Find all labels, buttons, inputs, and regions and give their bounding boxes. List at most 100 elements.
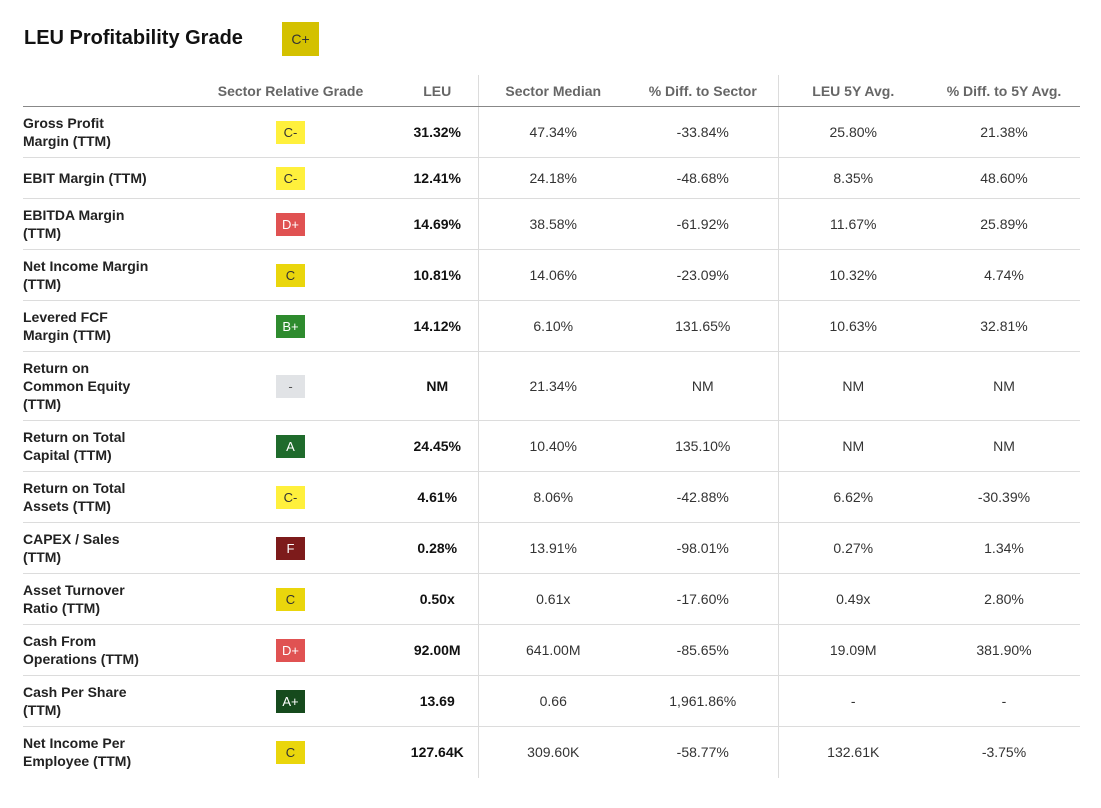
sector-median-value: 641.00M xyxy=(478,624,628,676)
diff-to-sector-value: NM xyxy=(628,351,779,421)
leu-5y-avg-value: 25.80% xyxy=(778,106,928,158)
grade-badge: B+ xyxy=(276,314,305,338)
metric-name-line: Gross Profit xyxy=(23,115,104,131)
sector-median-value: 14.06% xyxy=(478,249,628,301)
diff-to-sector-value: -23.09% xyxy=(628,249,779,301)
diff-to-5y-avg-value: 21.38% xyxy=(928,106,1080,158)
grade-cell: C xyxy=(184,573,397,625)
metric-name-line: Margin (TTM) xyxy=(23,327,111,343)
table-row: Return on Total Assets (TTM) C- 4.61% 8.06% -… xyxy=(23,471,1080,523)
metric-name: Cash Per Share (TTM) xyxy=(23,675,184,727)
metric-name-line: Return on xyxy=(23,360,90,376)
metric-name-line: (TTM) xyxy=(23,276,62,292)
sector-median-value: 13.91% xyxy=(478,522,628,574)
diff-to-sector-value: -58.77% xyxy=(628,726,779,778)
sector-median-value: 21.34% xyxy=(478,351,628,421)
leu-5y-avg-value: 11.67% xyxy=(778,198,928,250)
grade-badge: C xyxy=(276,740,305,764)
grade-cell: C xyxy=(184,727,397,778)
grade-cell: C xyxy=(184,249,397,301)
grade-cell: C- xyxy=(184,106,397,158)
leu-value: 24.45% xyxy=(397,420,479,472)
metric-name-line: (TTM) xyxy=(23,549,62,565)
sector-median-value: 6.10% xyxy=(478,300,628,352)
leu-5y-avg-value: 6.62% xyxy=(778,471,928,523)
leu-value: 4.61% xyxy=(397,471,479,523)
sector-median-value: 0.61x xyxy=(478,573,628,625)
diff-to-5y-avg-value: -30.39% xyxy=(928,471,1080,523)
leu-value: 0.28% xyxy=(397,522,479,574)
metric-name: CAPEX / Sales (TTM) xyxy=(23,522,184,574)
diff-to-sector-value: 1,961.86% xyxy=(628,675,779,727)
metric-name: EBITDA Margin (TTM) xyxy=(23,198,184,250)
diff-to-5y-avg-value: 1.34% xyxy=(928,522,1080,574)
metric-name: Asset Turnover Ratio (TTM) xyxy=(23,573,184,625)
profitability-table: Sector Relative Grade LEU Sector Median … xyxy=(23,75,1080,778)
grade-badge: A+ xyxy=(276,689,305,713)
grade-cell: B+ xyxy=(184,300,397,352)
diff-to-sector-value: 131.65% xyxy=(628,300,779,352)
overall-grade-badge: C+ xyxy=(282,22,319,56)
sector-median-value: 24.18% xyxy=(478,157,628,199)
leu-value: 0.50x xyxy=(397,573,479,625)
grade-badge: D+ xyxy=(276,212,305,236)
metric-name-line: CAPEX / Sales xyxy=(23,531,120,547)
metric-name-line: Return on Total xyxy=(23,480,126,496)
metric-name-line: Cash Per Share xyxy=(23,684,127,700)
metric-name: Return on Common Equity (TTM) xyxy=(23,351,184,421)
leu-value: NM xyxy=(397,351,479,421)
leu-5y-avg-value: 19.09M xyxy=(778,624,928,676)
leu-5y-avg-value: 132.61K xyxy=(827,744,880,761)
table-row: EBIT Margin (TTM) C- 12.41% 24.18% -48.68% 8.… xyxy=(23,157,1080,199)
leu-value: 13.69 xyxy=(397,675,479,727)
diff-to-5y-avg-value: - xyxy=(928,675,1080,727)
leu-5y-avg-value: 0.27% xyxy=(778,522,928,574)
grade-badge: C xyxy=(276,263,305,287)
metric-name-line: Margin (TTM) xyxy=(23,133,111,149)
metric-name-line: EBITDA Margin xyxy=(23,207,125,223)
diff-to-5y-avg-value: 4.74% xyxy=(928,249,1080,301)
table-row: Asset Turnover Ratio (TTM) C 0.50x 0.61x -17.… xyxy=(23,573,1080,625)
grade-cell: A xyxy=(184,420,397,472)
page-title: LEU Profitability Grade xyxy=(24,27,243,49)
table-row: Cash From Operations (TTM) D+ 92.00M 641.00M… xyxy=(23,624,1080,676)
table-row: Cash Per Share (TTM) A+ 13.69 0.66 1,961.86% -… xyxy=(23,675,1080,727)
metric-name: EBIT Margin (TTM) xyxy=(23,157,184,199)
table-row: Return on Common Equity (TTM) - NM 21.34% NM NM… xyxy=(23,351,1080,421)
leu-value: 14.69% xyxy=(397,198,479,250)
metric-name-line: Capital (TTM) xyxy=(23,447,112,463)
sector-median-value: 0.66 xyxy=(478,675,628,727)
leu-5y-avg-value: 10.63% xyxy=(778,300,928,352)
leu-5y-avg-value: - xyxy=(778,675,928,727)
diff-to-sector-value: -42.88% xyxy=(628,471,779,523)
grade-cell: D+ xyxy=(184,198,397,250)
metric-name: Cash From Operations (TTM) xyxy=(23,624,184,676)
metric-name-line: (TTM) xyxy=(23,702,62,718)
metric-name-line: Assets (TTM) xyxy=(23,498,111,514)
header-diff-to-5y-avg: % Diff. to 5Y Avg. xyxy=(928,75,1080,107)
leu-value: 92.00M xyxy=(397,624,479,676)
grade-cell: D+ xyxy=(184,624,397,676)
metric-name-line: Employee (TTM) xyxy=(23,753,132,770)
metric-name-line: Ratio (TTM) xyxy=(23,600,100,616)
table-row: Levered FCF Margin (TTM) B+ 14.12% 6.10% 131.… xyxy=(23,300,1080,352)
diff-to-5y-avg-value: 381.90% xyxy=(928,624,1080,676)
diff-to-sector-value: -98.01% xyxy=(628,522,779,574)
table-row: Gross Profit Margin (TTM) C- 31.32% 47.34% -3… xyxy=(23,106,1080,158)
metric-name-line: Asset Turnover xyxy=(23,582,125,598)
leu-value: 10.81% xyxy=(397,249,479,301)
sector-median-value: 10.40% xyxy=(478,420,628,472)
metric-name-line: (TTM) xyxy=(23,396,62,412)
leu-5y-avg-value: NM xyxy=(778,420,928,472)
grade-badge: C- xyxy=(276,485,305,509)
diff-to-5y-avg-value: NM xyxy=(928,351,1080,421)
leu-5y-avg-value: NM xyxy=(778,351,928,421)
metric-name-line: Net Income Margin xyxy=(23,258,149,274)
diff-to-sector-value: -48.68% xyxy=(628,157,779,199)
grade-badge: - xyxy=(276,374,305,398)
leu-5y-avg-value: 8.35% xyxy=(778,157,928,199)
grade-cell: F xyxy=(184,522,397,574)
header-sector-relative-grade: Sector Relative Grade xyxy=(184,75,397,107)
grade-badge: F xyxy=(276,536,305,560)
table-row: Net Income Margin (TTM) C 10.81% 14.06% -23.0… xyxy=(23,249,1080,301)
